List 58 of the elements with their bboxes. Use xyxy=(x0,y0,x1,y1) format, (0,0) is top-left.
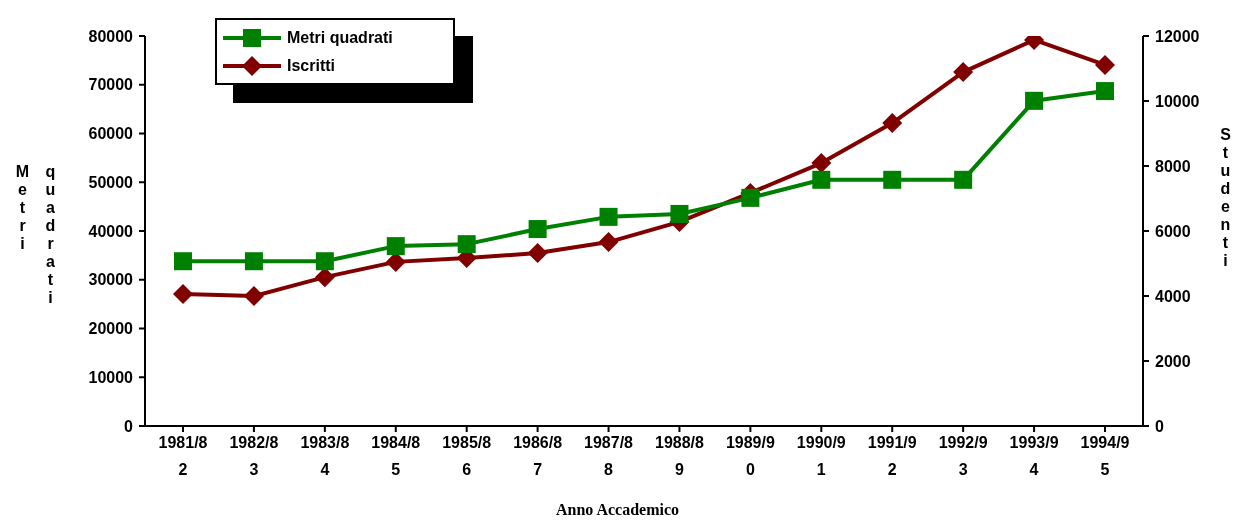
x-tick-label: 1994/95 xyxy=(1080,434,1130,478)
y-tick-label: 60000 xyxy=(88,125,134,143)
y-tick-label: 30000 xyxy=(88,271,134,289)
x-tick-label: 1993/94 xyxy=(1009,434,1059,478)
y-tick-label: 0 xyxy=(124,417,134,435)
y-axis-title: Metri quadrati xyxy=(13,163,60,307)
point xyxy=(598,232,619,253)
y2-tick-label: 4000 xyxy=(1155,287,1191,305)
point xyxy=(1095,54,1115,75)
legend-label: Iscritti xyxy=(287,57,336,75)
point xyxy=(953,62,974,83)
point xyxy=(670,204,689,223)
point xyxy=(173,284,193,305)
y2-tick-label: 10000 xyxy=(1155,92,1200,110)
x-tick-label: 1990/91 xyxy=(796,434,846,478)
y-tick-label: 20000 xyxy=(88,320,134,338)
point xyxy=(741,188,760,207)
point xyxy=(883,170,902,189)
point xyxy=(527,243,548,264)
y-tick-label: 40000 xyxy=(88,222,134,240)
x-tick-label: 1989/90 xyxy=(725,434,775,478)
x-tick-label: 1992/93 xyxy=(938,434,988,478)
point xyxy=(599,207,618,226)
point xyxy=(244,252,263,271)
point xyxy=(386,237,405,256)
x-tick-label: 1981/82 xyxy=(158,434,208,478)
x-tick-label: 1984/85 xyxy=(371,434,421,478)
x-tick-label: 1982/83 xyxy=(229,434,279,478)
y2-tick-label: 2000 xyxy=(1155,352,1191,370)
x-tick-label: 1987/88 xyxy=(584,434,634,478)
point xyxy=(882,113,903,134)
x-tick-label: 1983/84 xyxy=(300,434,350,478)
point xyxy=(243,286,264,306)
y-tick-label: 70000 xyxy=(88,76,134,94)
y-tick-label: 10000 xyxy=(88,368,134,386)
point xyxy=(174,252,192,271)
y-tick-label: 50000 xyxy=(88,173,134,191)
point xyxy=(811,153,832,174)
x-tick-label: 1985/86 xyxy=(442,434,492,478)
y-tick-label: 80000 xyxy=(88,27,134,45)
point xyxy=(315,252,334,271)
y2-tick-label: 6000 xyxy=(1155,222,1191,240)
x-axis-title: Anno Accademico xyxy=(554,501,681,519)
point xyxy=(1096,82,1114,101)
point xyxy=(954,170,973,189)
point xyxy=(457,235,476,254)
point xyxy=(314,267,335,288)
x-tick-label: 1986/87 xyxy=(513,434,563,478)
y2-tick-label: 8000 xyxy=(1155,157,1191,175)
point xyxy=(1025,91,1044,110)
point xyxy=(528,220,547,239)
x-tick-label: 1988/89 xyxy=(654,434,705,478)
point xyxy=(812,170,831,189)
legend-label: Metri quadrati xyxy=(287,29,393,47)
y2-tick-label: 12000 xyxy=(1155,27,1200,45)
x-tick-label: 1991/92 xyxy=(867,434,917,478)
y2-tick-label: 0 xyxy=(1155,417,1164,435)
y2-axis-title: Studenti xyxy=(1216,126,1235,272)
